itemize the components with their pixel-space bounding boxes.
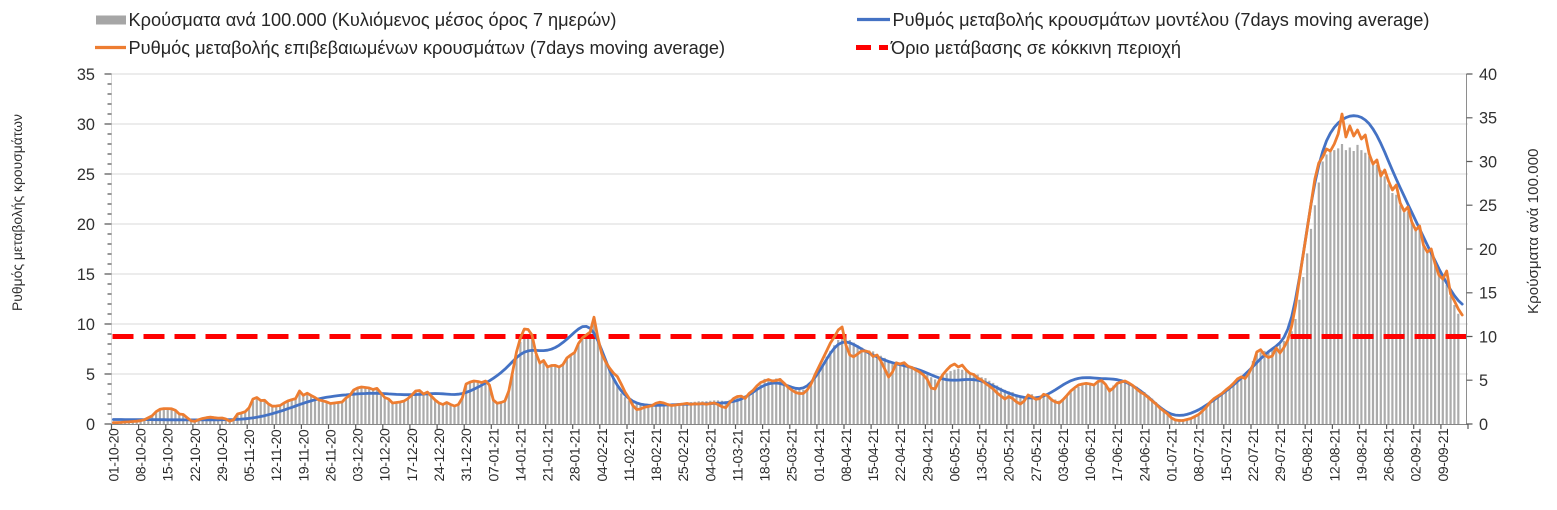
svg-text:26-11-20: 26-11-20 [323,429,339,481]
svg-text:Ρυθμός μεταβολής κρουσμάτων: Ρυθμός μεταβολής κρουσμάτων [9,114,25,311]
svg-text:29-04-21: 29-04-21 [919,428,935,481]
svg-text:30: 30 [1479,153,1497,171]
svg-text:12-11-20: 12-11-20 [268,429,284,481]
svg-text:24-06-21: 24-06-21 [1136,428,1152,481]
svg-text:22-04-21: 22-04-21 [892,428,908,481]
svg-text:03-12-20: 03-12-20 [350,428,366,481]
svg-text:29-07-21: 29-07-21 [1272,428,1288,481]
svg-text:28-01-21: 28-01-21 [567,428,583,481]
svg-text:26-08-21: 26-08-21 [1381,428,1397,481]
svg-text:04-03-21: 04-03-21 [702,428,718,481]
svg-text:20-05-21: 20-05-21 [1001,428,1017,481]
svg-text:01-04-21: 01-04-21 [811,428,827,481]
svg-text:35: 35 [77,66,95,84]
svg-text:Όριο μετάβασης σε κόκκινη περι: Όριο μετάβασης σε κόκκινη περιοχή [890,38,1181,58]
svg-text:19-11-20: 19-11-20 [295,429,311,481]
svg-text:Κρούσματα ανά 100.000: Κρούσματα ανά 100.000 [1525,149,1542,314]
svg-text:31-12-20: 31-12-20 [458,428,474,481]
svg-text:05-08-21: 05-08-21 [1299,428,1315,481]
svg-text:22-07-21: 22-07-21 [1245,428,1261,481]
svg-text:18-02-21: 18-02-21 [648,428,664,481]
svg-text:15-07-21: 15-07-21 [1218,428,1234,481]
svg-text:02-09-21: 02-09-21 [1408,428,1424,481]
svg-text:11-03-21: 11-03-21 [729,429,745,481]
svg-text:18-03-21: 18-03-21 [757,428,773,481]
svg-text:08-10-20: 08-10-20 [133,428,149,481]
svg-text:21-01-21: 21-01-21 [540,428,556,481]
svg-text:25: 25 [1479,197,1497,215]
svg-text:Ρυθμός μεταβολής κρουσμάτων μο: Ρυθμός μεταβολής κρουσμάτων μοντέλου (7d… [893,10,1430,30]
svg-text:20: 20 [77,216,95,234]
svg-text:13-05-21: 13-05-21 [974,428,990,481]
svg-text:10: 10 [77,316,95,334]
svg-text:27-05-21: 27-05-21 [1028,428,1044,481]
svg-text:17-12-20: 17-12-20 [404,428,420,481]
svg-text:17-06-21: 17-06-21 [1109,428,1125,481]
svg-text:04-02-21: 04-02-21 [594,428,610,481]
svg-text:Κρούσματα ανά 100.000 (Κυλιόμε: Κρούσματα ανά 100.000 (Κυλιόμενος μέσος … [129,10,617,30]
svg-text:15-04-21: 15-04-21 [865,428,881,481]
svg-text:15: 15 [1479,285,1497,303]
svg-text:03-06-21: 03-06-21 [1055,428,1071,481]
svg-text:01-10-20: 01-10-20 [105,428,121,481]
svg-text:24-12-20: 24-12-20 [431,428,447,481]
svg-text:15-10-20: 15-10-20 [160,428,176,481]
svg-text:40: 40 [1479,66,1497,84]
svg-text:12-08-21: 12-08-21 [1326,428,1342,481]
svg-text:29-10-20: 29-10-20 [214,428,230,481]
svg-text:10-12-20: 10-12-20 [377,428,393,481]
svg-text:0: 0 [1479,416,1488,434]
svg-text:10: 10 [1479,328,1497,346]
svg-text:07-01-21: 07-01-21 [485,428,501,481]
svg-text:05-11-20: 05-11-20 [241,429,257,481]
svg-text:5: 5 [86,366,95,384]
svg-text:10-06-21: 10-06-21 [1082,428,1098,481]
svg-text:35: 35 [1479,110,1497,128]
svg-text:06-05-21: 06-05-21 [947,428,963,481]
svg-text:08-04-21: 08-04-21 [838,428,854,481]
svg-text:5: 5 [1479,372,1488,390]
svg-text:19-08-21: 19-08-21 [1353,428,1369,481]
svg-text:0: 0 [86,416,95,434]
svg-text:25-03-21: 25-03-21 [784,428,800,481]
svg-text:22-10-20: 22-10-20 [187,428,203,481]
svg-text:14-01-21: 14-01-21 [512,428,528,481]
svg-text:25-02-21: 25-02-21 [675,428,691,481]
svg-text:11-02-21: 11-02-21 [621,429,637,481]
svg-text:25: 25 [77,166,95,184]
svg-text:01-07-21: 01-07-21 [1164,428,1180,481]
svg-text:08-07-21: 08-07-21 [1191,428,1207,481]
svg-text:Ρυθμός μεταβολής επιβεβαιωμένω: Ρυθμός μεταβολής επιβεβαιωμένων κρουσμάτ… [129,38,726,58]
svg-text:15: 15 [77,266,95,284]
svg-text:20: 20 [1479,241,1497,259]
svg-text:09-09-21: 09-09-21 [1435,428,1451,481]
svg-text:30: 30 [77,116,95,134]
